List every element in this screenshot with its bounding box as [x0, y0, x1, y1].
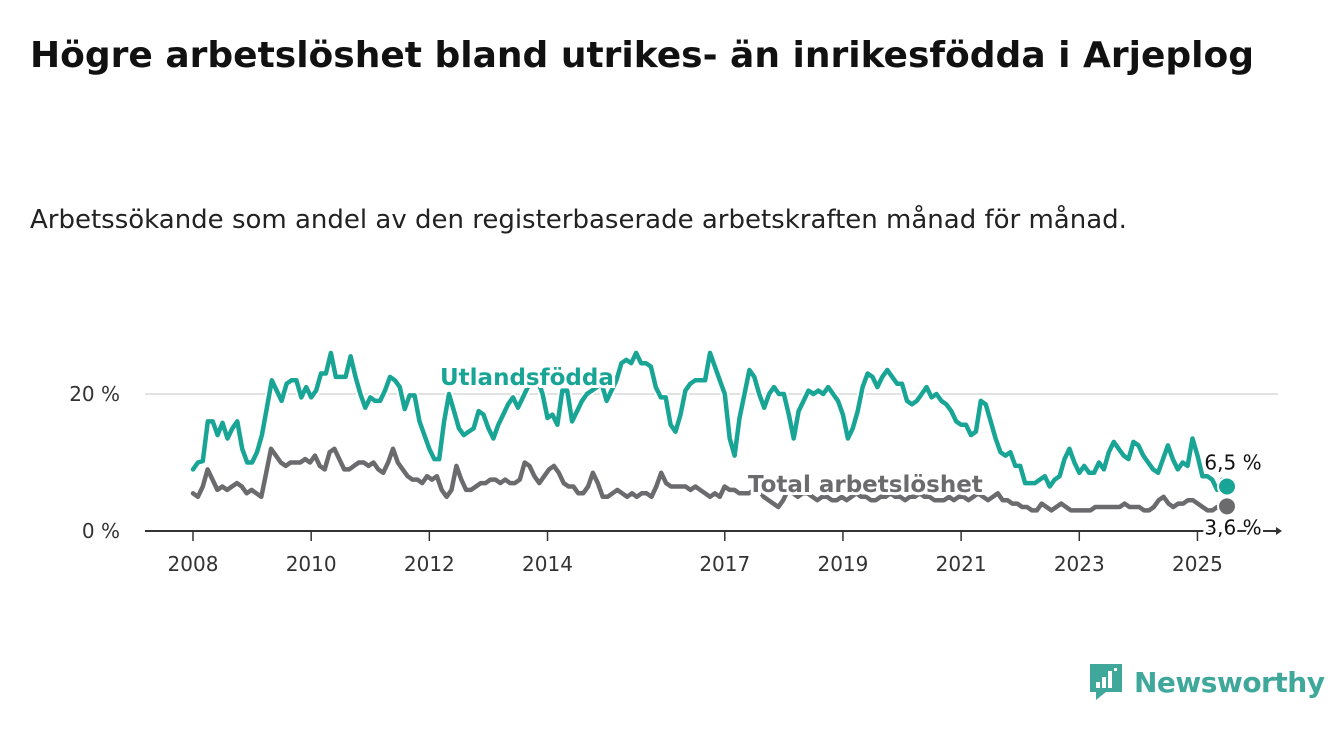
series-end-point	[1217, 496, 1237, 517]
x-tick-label: 2008	[168, 552, 219, 576]
series-lines	[189, 348, 1231, 515]
series-labels: 6,5 % 3,6 % Utlandsfödda Total arbetslöshet	[437, 362, 1264, 542]
x-tick-label: 2017	[699, 552, 750, 576]
y-tick-label: 0 %	[82, 519, 120, 543]
x-tick-label: 2014	[522, 552, 573, 576]
x-axis-arrow	[1276, 527, 1282, 535]
gridlines	[145, 393, 1282, 535]
series-end-value-label: 3,6 %	[1204, 515, 1261, 539]
series-end-point	[1217, 476, 1237, 497]
series-end-value-label: 6,5 %	[1204, 450, 1261, 474]
series-label-utlandsfodda: Utlandsfödda	[440, 365, 614, 391]
y-axis: 0 % 20 %	[69, 382, 120, 543]
x-tick-label: 2019	[817, 552, 868, 576]
chart-subtitle: Arbetssökande som andel av den registerb…	[30, 205, 1127, 235]
y-tick-label: 20 %	[69, 382, 120, 406]
series-line-utlandsfodda	[190, 350, 1230, 493]
x-tick-label: 2012	[404, 552, 455, 576]
chart-title: Högre arbetslöshet bland utrikes- än inr…	[30, 35, 1254, 76]
x-axis: 2008 2010 2012 2014 2017 2019 2021 2023 2025	[168, 531, 1223, 576]
bar-chart-speech-bubble-icon	[1090, 664, 1122, 700]
x-tick-label: 2025	[1172, 552, 1223, 576]
brand-name: Newsworthy	[1134, 665, 1325, 699]
series-line-total	[190, 446, 1230, 513]
x-tick-label: 2021	[936, 552, 987, 576]
newsworthy-logo: Newsworthy	[1088, 660, 1325, 704]
x-tick-label: 2010	[286, 552, 337, 576]
x-tick-label: 2023	[1054, 552, 1105, 576]
series-label-total: Total arbetslöshet	[748, 472, 983, 498]
